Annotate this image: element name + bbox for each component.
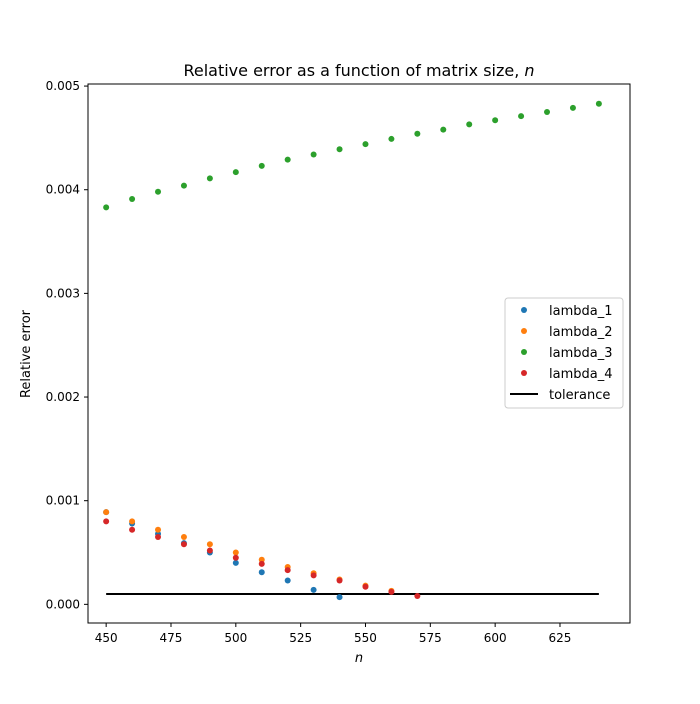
legend-label-lambda_4: lambda_4 [549,367,612,382]
point-lambda_3-590 [466,121,473,128]
point-lambda_4-550 [362,583,369,590]
legend-label-lambda_3: lambda_3 [549,346,612,361]
point-lambda_3-450 [103,204,110,211]
legend-marker-lambda_2 [521,328,527,334]
x-tick-label-575: 575 [419,631,442,645]
series-lambda_2 [103,509,395,594]
point-lambda_2-500 [232,549,239,556]
series-lambda_4 [103,518,421,600]
y-axis-label: Relative error [19,309,34,398]
point-lambda_4-490 [206,547,213,554]
point-lambda_3-600 [492,117,499,124]
point-lambda_4-560 [388,588,395,595]
point-lambda_3-540 [336,146,343,153]
point-lambda_3-620 [544,108,551,115]
legend-marker-lambda_3 [521,349,527,355]
point-lambda_3-560 [388,135,395,142]
point-lambda_3-630 [569,104,576,111]
point-lambda_2-450 [103,509,110,516]
legend-item-lambda_3: lambda_3 [521,346,612,361]
chart-title: Relative error as a function of matrix s… [183,61,534,80]
legend-marker-lambda_1 [521,307,527,313]
x-tick-label-450: 450 [95,631,118,645]
x-tick-label-475: 475 [160,631,183,645]
legend-item-lambda_4: lambda_4 [521,367,612,382]
point-lambda_4-530 [310,572,317,579]
y-tick-label-1: 0.001 [46,494,80,508]
point-lambda_2-490 [206,541,213,548]
x-tick-label-525: 525 [289,631,312,645]
point-lambda_4-500 [232,554,239,561]
point-lambda_3-510 [258,162,265,169]
point-lambda_2-480 [180,533,187,540]
x-tick-label-625: 625 [549,631,572,645]
point-lambda_3-550 [362,141,369,148]
x-tick-label-600: 600 [484,631,507,645]
point-lambda_3-570 [414,130,421,137]
y-tick-label-2: 0.002 [46,390,80,404]
y-tick-label-4: 0.004 [46,183,80,197]
y-tick-label-3: 0.003 [46,286,80,300]
legend: lambda_1 lambda_2 lambda_3 lambda_4 toleranc… [504,297,624,409]
y-tick-label-5: 0.005 [46,79,80,93]
x-axis-label: n [355,651,363,666]
point-lambda_2-510 [258,556,265,563]
chart-title-main: Relative error as a function of matrix s… [183,61,524,80]
point-lambda_3-500 [232,169,239,176]
legend-label-lambda_2: lambda_2 [549,325,612,340]
point-lambda_1-500 [232,559,239,566]
point-lambda_4-520 [284,567,291,574]
x-tick-label-550: 550 [354,631,377,645]
point-lambda_4-480 [180,541,187,548]
axes-frame [87,83,631,624]
point-lambda_3-460 [129,196,136,203]
chart-title-variable: n [524,61,534,80]
point-lambda_3-490 [206,175,213,182]
point-lambda_3-520 [284,156,291,163]
point-lambda_2-460 [129,518,136,525]
series-lambda_1 [103,509,343,601]
point-lambda_4-540 [336,577,343,584]
point-lambda_1-530 [310,586,317,593]
legend-label-lambda_1: lambda_1 [549,304,612,319]
point-lambda_3-530 [310,151,317,158]
point-lambda_4-460 [129,526,136,533]
point-lambda_4-510 [258,560,265,567]
legend-frame [504,297,624,409]
point-lambda_4-470 [155,533,162,540]
point-lambda_1-540 [336,594,343,601]
point-lambda_2-470 [155,526,162,533]
x-axis: 450 475 500 525 550 575 600 625 [95,623,572,645]
legend-item-tolerance: tolerance [510,388,610,403]
y-axis: 0.000 0.001 0.002 0.003 0.004 0.005 [46,79,88,611]
legend-marker-lambda_4 [521,370,527,376]
point-lambda_3-610 [518,113,525,120]
y-tick-label-0: 0.000 [46,597,80,611]
x-tick-label-500: 500 [224,631,247,645]
point-lambda_3-470 [155,188,162,195]
point-lambda_4-450 [103,518,110,525]
point-lambda_4-570 [414,593,421,600]
plot-area [103,100,602,601]
legend-item-lambda_1: lambda_1 [521,304,612,319]
legend-item-lambda_2: lambda_2 [521,325,612,340]
series-lambda_3 [103,100,602,211]
point-lambda_3-480 [180,182,187,189]
point-lambda_1-520 [284,577,291,584]
legend-label-tolerance: tolerance [549,388,610,403]
point-lambda_3-580 [440,126,447,133]
point-lambda_1-510 [258,569,265,576]
point-lambda_3-640 [595,100,602,107]
